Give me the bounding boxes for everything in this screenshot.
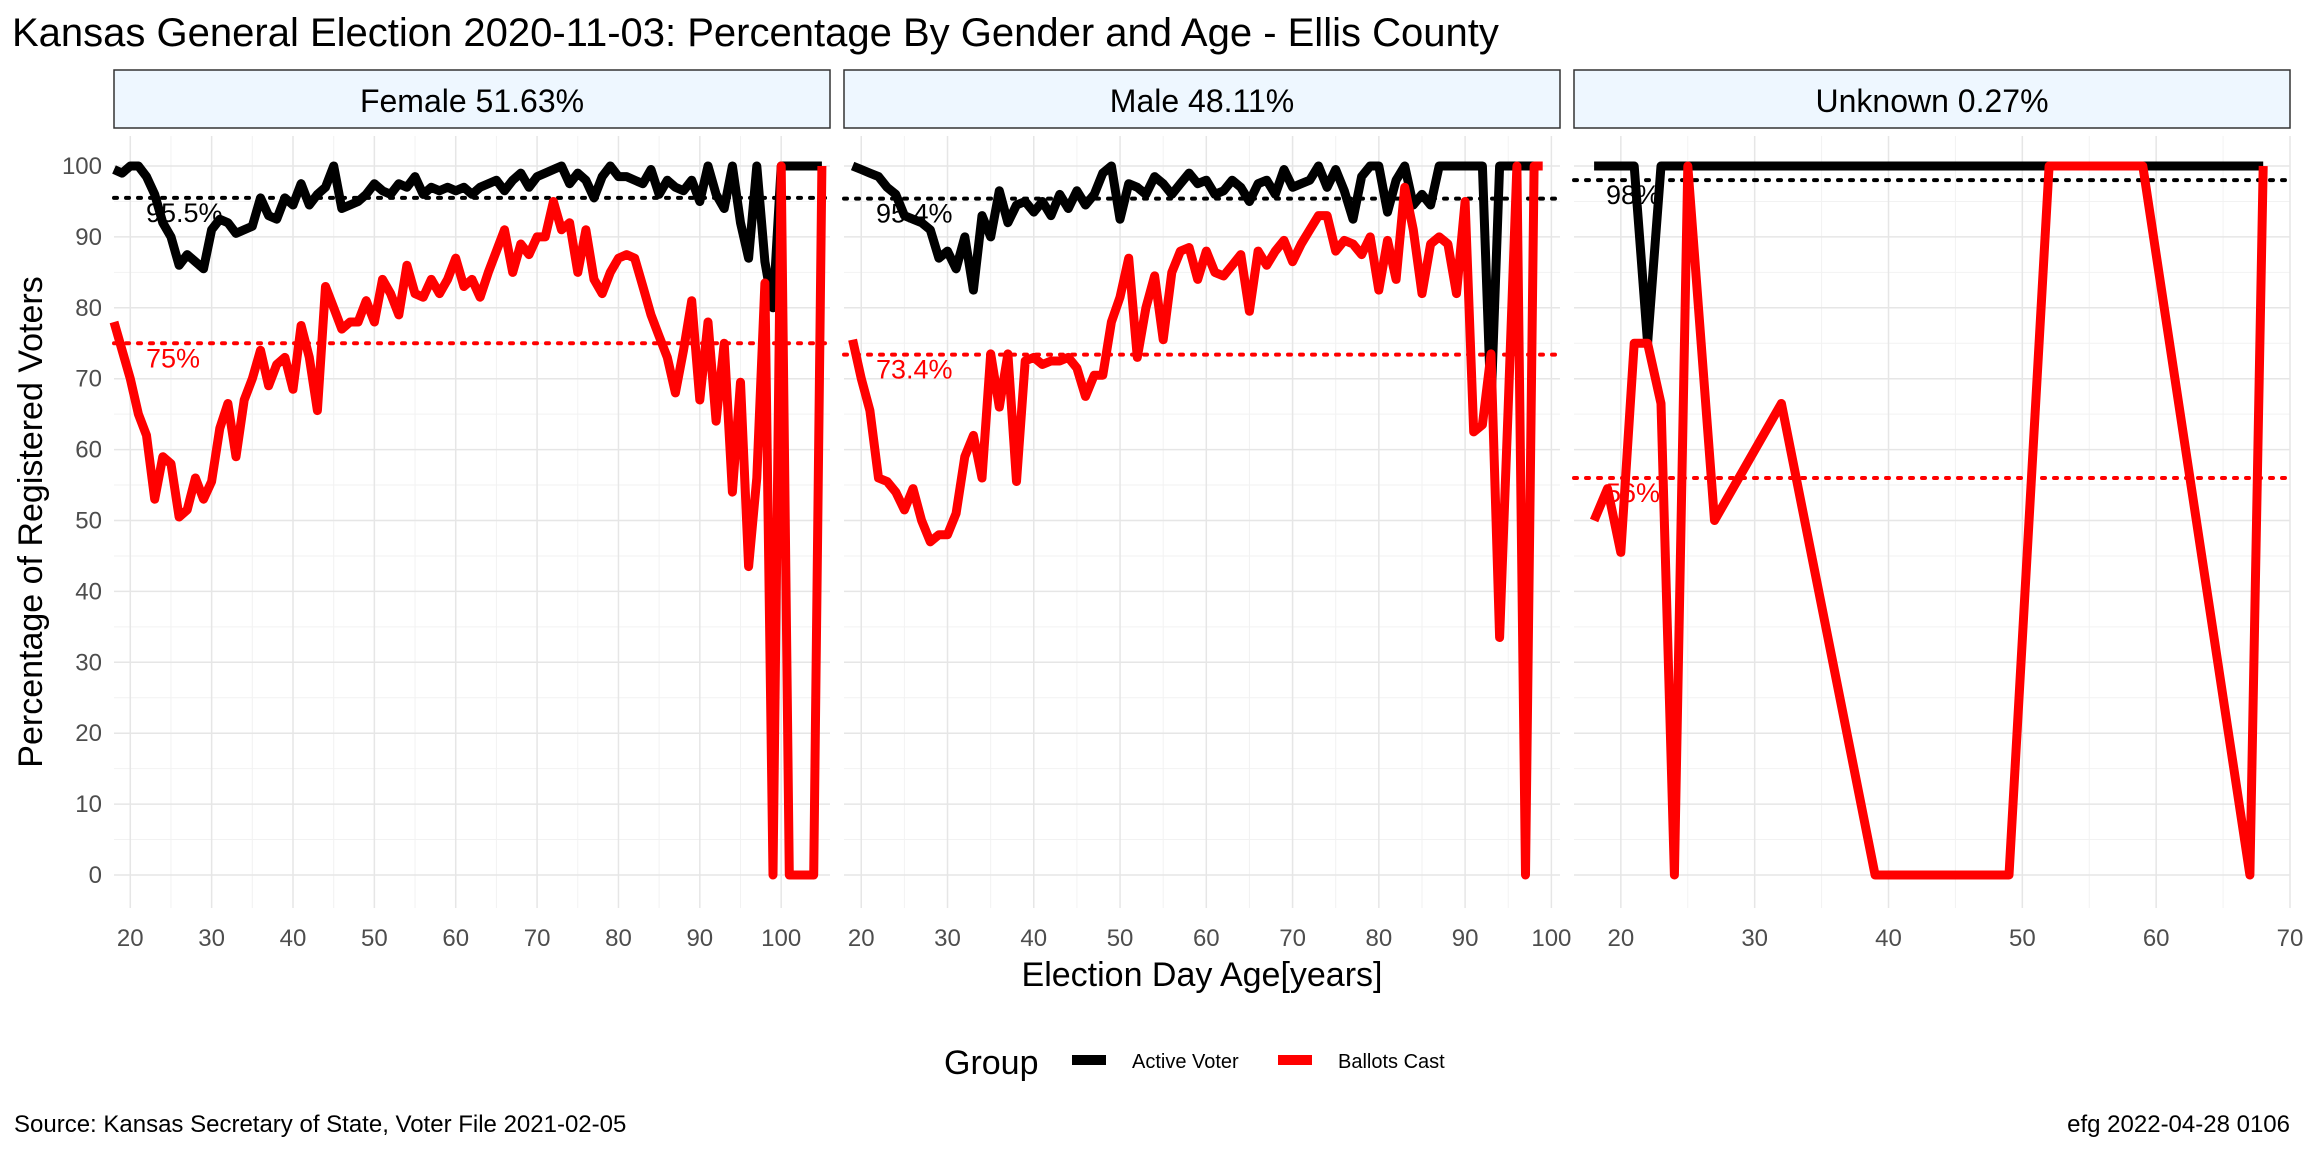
y-tick-label: 100	[62, 153, 102, 180]
x-tick-label: 40	[1020, 925, 1047, 952]
reference-label-ballots-cast: 73.4%	[876, 355, 953, 385]
x-tick-label: 40	[280, 925, 307, 952]
x-tick-label: 50	[2009, 925, 2036, 952]
x-tick-label: 90	[686, 925, 713, 952]
x-axis-title: Election Day Age[years]	[1022, 956, 1383, 994]
series-line-active-voter	[112, 161, 822, 313]
y-tick-label: 50	[75, 508, 102, 535]
legend-label-active-voter: Active Voter	[1132, 1051, 1239, 1073]
y-tick-label: 10	[75, 791, 102, 818]
y-tick-label: 90	[75, 224, 102, 251]
x-tick-label: 70	[1279, 925, 1306, 952]
x-tick-label: 60	[2143, 925, 2170, 952]
date-caption: efg 2022-04-28 0106	[2067, 1111, 2290, 1138]
y-tick-label: 60	[75, 437, 102, 464]
x-tick-label: 70	[2277, 925, 2304, 952]
series-line-ballots-cast	[848, 161, 1543, 880]
x-tick-label: 80	[605, 925, 632, 952]
y-tick-label: 30	[75, 649, 102, 676]
series-line-ballots-cast	[1589, 161, 2268, 880]
y-tick-label: 70	[75, 366, 102, 393]
facet-strip	[843, 69, 1561, 129]
facet-strip-label: Unknown 0.27%	[1815, 83, 2048, 119]
source-caption: Source: Kansas Secretary of State, Voter…	[14, 1111, 626, 1138]
x-tick-label: 100	[1531, 925, 1571, 952]
x-tick-label: 30	[198, 925, 225, 952]
y-axis-title: Percentage of Registered Voters	[12, 276, 50, 767]
series-line-active-voter	[850, 161, 1535, 412]
legend-title: Group	[944, 1044, 1039, 1082]
y-tick-label: 0	[89, 862, 102, 889]
y-tick-label: 40	[75, 578, 102, 605]
x-tick-label: 50	[1107, 925, 1134, 952]
x-tick-label: 40	[1875, 925, 1902, 952]
x-tick-label: 60	[1193, 925, 1220, 952]
x-tick-label: 30	[1741, 925, 1768, 952]
y-tick-label: 80	[75, 295, 102, 322]
facet-strip	[113, 69, 831, 129]
x-tick-label: 60	[442, 925, 469, 952]
facet-strip	[1573, 69, 2291, 129]
x-tick-label: 20	[117, 925, 144, 952]
legend-label-ballots-cast: Ballots Cast	[1338, 1051, 1445, 1073]
x-tick-label: 20	[1607, 925, 1634, 952]
legend: Group Active Voter Ballots Cast	[944, 1044, 1445, 1082]
facet-strip-label: Male 48.11%	[1110, 83, 1294, 119]
x-tick-label: 30	[934, 925, 961, 952]
facet-strip-label: Female 51.63%	[360, 83, 584, 119]
x-tick-label: 50	[361, 925, 388, 952]
facet-panels: Female 51.63% 0 10 20 30 40 50 60 70 80 90 100 20 30 4…	[62, 69, 2304, 952]
y-tick-label: 20	[75, 720, 102, 747]
x-tick-label: 80	[1365, 925, 1392, 952]
facet-panel-female: Female 51.63% 0 10 20 30 40 50 60 70 80 90 100 20 30 4…	[62, 69, 832, 952]
x-tick-label: 90	[1452, 925, 1479, 952]
x-tick-label: 70	[524, 925, 551, 952]
x-tick-label: 100	[761, 925, 801, 952]
reference-label-ballots-cast: 75%	[146, 343, 200, 373]
chart-title: Kansas General Election 2020-11-03: Perc…	[12, 11, 1499, 55]
series-line-ballots-cast	[109, 161, 827, 880]
x-tick-label: 20	[848, 925, 875, 952]
